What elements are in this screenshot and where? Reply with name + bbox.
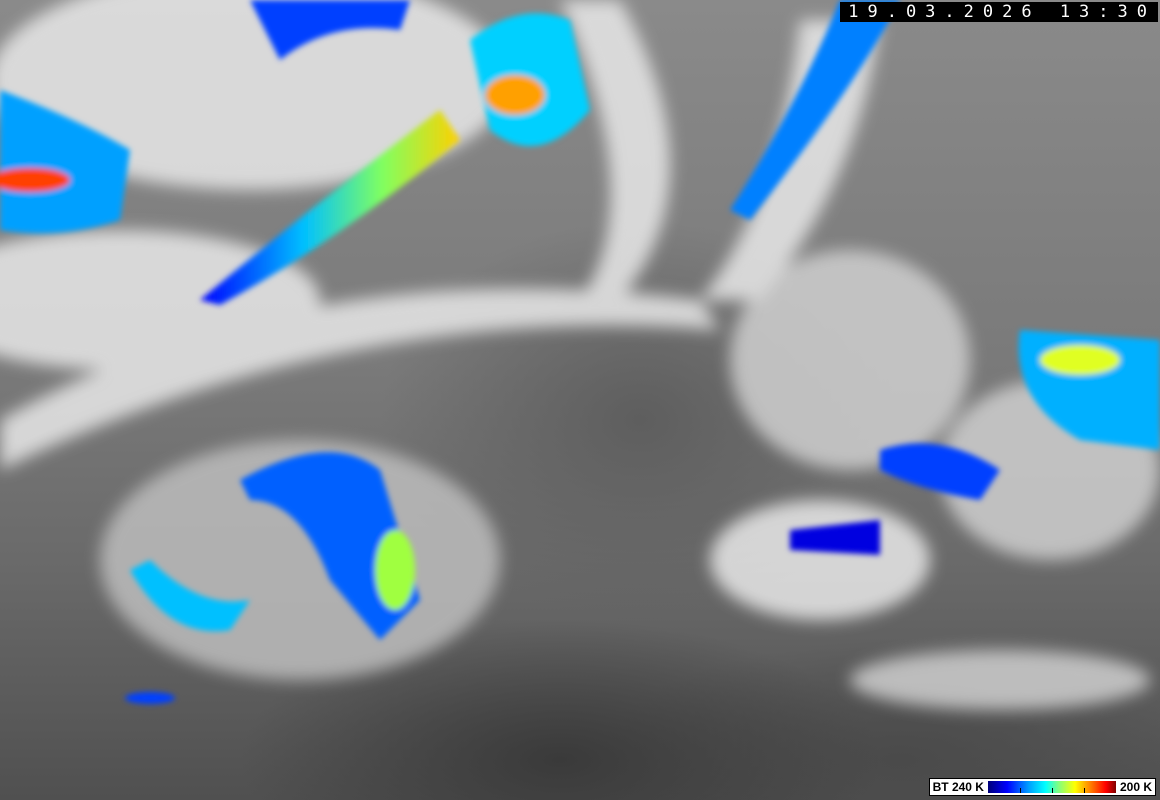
cold-cloud-tops — [0, 0, 1160, 704]
timestamp-label: 19.03.2026 13:30 — [840, 2, 1158, 22]
legend-min-label: BT 240 K — [932, 780, 984, 794]
color-scale-legend: BT 240 K 200 K — [928, 778, 1156, 796]
legend-max-label: 200 K — [1119, 780, 1152, 794]
legend-color-bar — [987, 781, 1116, 793]
